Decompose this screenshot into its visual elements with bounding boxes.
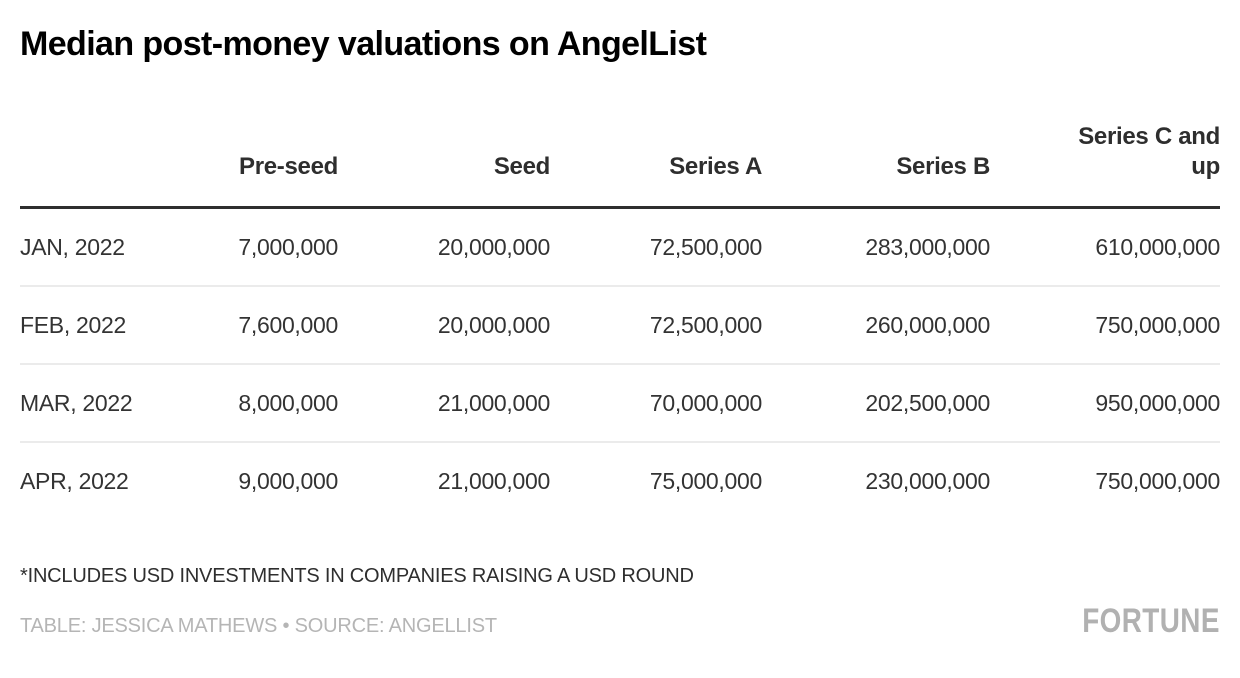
table-row: FEB, 2022 7,600,000 20,000,000 72,500,000 26… — [20, 286, 1220, 365]
row-label: FEB, 2022 — [20, 286, 175, 365]
column-header: Series B — [762, 122, 990, 209]
value-cell: 950,000,000 — [990, 364, 1220, 443]
value-cell: 21,000,000 — [338, 364, 550, 443]
value-cell: 70,000,000 — [550, 364, 762, 443]
value-cell: 230,000,000 — [865, 468, 990, 494]
value-cell: 260,000,000 — [762, 286, 990, 365]
column-header: Seed — [338, 122, 550, 209]
column-header-label: Series A — [669, 153, 762, 180]
value-cell: 202,500,000 — [762, 364, 990, 443]
value-cell: 7,600,000 — [175, 286, 338, 365]
value-cell: 8,000,000 — [175, 364, 338, 443]
column-header-label: Series B — [896, 153, 990, 180]
table-row: JAN, 2022 7,000,000 20,000,000 72,500,000 28… — [20, 207, 1220, 287]
table-row: MAR, 2022 8,000,000 21,000,000 70,000,000 20… — [20, 364, 1220, 443]
table-header: Pre-seed Seed Series A Series B Series C and… — [20, 122, 1220, 209]
chart-card: Median post-money valuations on AngelLis… — [0, 22, 1240, 678]
value-cell: 20,000,000 — [338, 207, 550, 287]
value-cell: 72,500,000 — [550, 207, 762, 287]
column-header: Pre-seed — [175, 122, 338, 209]
column-header-label: Pre-seed — [239, 153, 338, 180]
column-header-label: Series C and up — [1078, 123, 1220, 180]
credit-line: TABLE: JESSICA MATHEWS • SOURCE: ANGELLI… — [20, 615, 497, 637]
column-header-label: Seed — [493, 153, 550, 180]
footnote: *INCLUDES USD INVESTMENTS IN COMPANIES R… — [20, 565, 694, 587]
column-header: Series C and up — [990, 122, 1220, 209]
fortune-logo: FORTUNE — [1082, 602, 1220, 640]
value-cell: 610,000,000 — [990, 207, 1220, 287]
value-cell: 21,000,000 — [437, 468, 550, 494]
page-title: Median post-money valuations on AngelLis… — [20, 25, 707, 63]
corner-header — [20, 122, 175, 209]
value-cell: 20,000,000 — [338, 286, 550, 365]
footer-row: TABLE: JESSICA MATHEWS • SOURCE: ANGELLI… — [20, 604, 1220, 638]
table-body: JAN, 2022 7,000,000 20,000,000 72,500,000 28… — [20, 207, 1220, 520]
row-label: APR, 2022 — [20, 468, 129, 494]
value-cell: 9,000,000 — [238, 468, 338, 494]
value-cell: 283,000,000 — [762, 207, 990, 287]
row-label: MAR, 2022 — [20, 364, 175, 443]
valuations-table: Pre-seed Seed Series A Series B Series C and… — [20, 122, 1220, 519]
row-label: JAN, 2022 — [20, 207, 175, 287]
value-cell: 750,000,000 — [1095, 468, 1220, 494]
column-header: Series A — [550, 122, 762, 209]
header-row: Pre-seed Seed Series A Series B Series C and… — [20, 122, 1220, 209]
table-row: APR, 2022 9,000,000 21,000,000 75,000,000 23… — [20, 442, 1220, 519]
value-cell: 750,000,000 — [990, 286, 1220, 365]
value-cell: 75,000,000 — [649, 468, 762, 494]
value-cell: 7,000,000 — [175, 207, 338, 287]
value-cell: 72,500,000 — [550, 286, 762, 365]
